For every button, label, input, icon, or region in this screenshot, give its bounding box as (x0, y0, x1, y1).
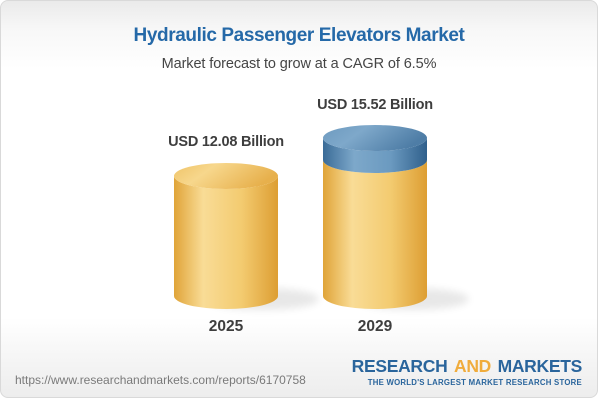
growth-cap-top (323, 125, 427, 151)
value-label-2025: USD 12.08 Billion (168, 134, 284, 150)
growth-cap-band (323, 138, 427, 173)
category-label-2025: 2025 (208, 318, 244, 335)
report-url: https://www.researchandmarkets.com/repor… (15, 373, 306, 387)
value-label-2029: USD 15.52 Billion (317, 97, 433, 113)
category-label-2029: 2029 (357, 318, 393, 335)
logo-word-research: RESEARCH (351, 356, 448, 376)
bar-2029-cylinder (323, 125, 427, 309)
logo-wordmark: RESEARCH AND MARKETS (351, 356, 583, 376)
logo-word-and: AND (453, 356, 491, 376)
logo-tagline: THE WORLD'S LARGEST MARKET RESEARCH STOR… (367, 377, 582, 387)
logo-word-markets: MARKETS (497, 356, 583, 376)
chart-header: Hydraulic Passenger Elevators Market Mar… (1, 25, 597, 72)
bar-2025-cylinder (174, 163, 278, 309)
research-and-markets-logo: RESEARCH AND MARKETS THE WORLD'S LARGEST… (351, 356, 583, 387)
chart-subtitle: Market forecast to grow at a CAGR of 6.5… (161, 55, 437, 72)
page-title: Hydraulic Passenger Elevators Market (133, 25, 465, 46)
